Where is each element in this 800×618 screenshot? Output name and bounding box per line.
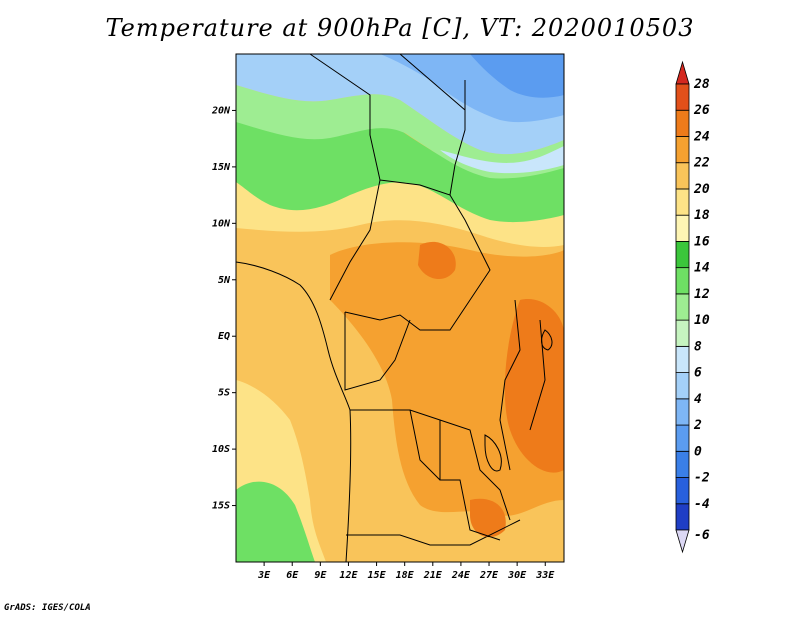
y-tick-label: 10S	[212, 444, 230, 455]
x-tick-label: 24E	[451, 570, 471, 581]
x-tick-label: 9E	[314, 570, 327, 581]
lakes	[484, 329, 553, 472]
colorbar-swatch	[675, 372, 690, 400]
colorbar-swatch	[675, 83, 690, 111]
field-southwest-green	[236, 481, 315, 562]
colorbar-label: 8	[694, 339, 702, 354]
x-tick-label: 3E	[257, 570, 271, 581]
field-sahara-darkblue	[470, 54, 564, 98]
colorbar-max-arrow	[675, 60, 690, 85]
colorbar-swatch	[675, 136, 690, 164]
colorbar-label: 4	[694, 392, 702, 407]
colorbar-label: 6	[694, 366, 702, 381]
x-tick-label: 30E	[507, 570, 527, 581]
colorbar-swatch	[675, 345, 690, 373]
colorbar-label: -2	[694, 471, 710, 486]
colorbar-label: -4	[694, 497, 710, 512]
chart-title: Temperature at 900hPa [C], VT: 202001050…	[105, 14, 695, 42]
colorbar-swatch	[675, 267, 690, 295]
y-tick-label: EQ	[218, 331, 230, 342]
colorbar-swatch	[675, 188, 690, 216]
colorbar-label: 16	[694, 234, 710, 249]
colorbar-label: 10	[694, 313, 710, 328]
colorbar-label: 12	[694, 287, 710, 302]
x-tick-label: 15E	[368, 570, 387, 581]
x-tick-label: 18E	[396, 570, 415, 581]
colorbar-label: 26	[693, 103, 710, 118]
colorbar-swatch	[675, 477, 690, 505]
map-frame	[235, 53, 565, 563]
y-tick-label: 20N	[211, 105, 231, 116]
colorbar-label: 14	[694, 261, 710, 276]
colorbar-swatch	[675, 293, 690, 321]
colorbar-label: 2	[693, 418, 702, 433]
colorbar-min-arrow	[675, 529, 690, 554]
colorbar-label: 20	[693, 182, 710, 197]
x-axis: 3E 6E 9E 12E 15E 18E 21E 24E 27E 30E 33E	[257, 562, 555, 581]
x-tick-label: 6E	[286, 570, 299, 581]
y-tick-label: 5N	[218, 275, 231, 286]
colorbar-swatch	[675, 109, 690, 137]
grads-credit: GrADS: IGES/COLA	[4, 603, 91, 613]
map-boundaries	[235, 53, 553, 563]
colorbar-label: 0	[694, 444, 702, 459]
x-tick-label: 27E	[479, 570, 499, 581]
colorbar-swatch	[675, 398, 690, 426]
colorbar-swatch	[675, 162, 690, 190]
colorbar-swatch	[675, 214, 690, 242]
colorbar-swatch	[675, 503, 690, 531]
y-tick-label: 10N	[212, 218, 231, 229]
coastline	[235, 261, 352, 563]
y-tick-label: 5S	[218, 388, 230, 399]
colorbar-swatch	[675, 319, 690, 347]
field-sahara-lightcyan	[440, 146, 564, 174]
y-axis: 20N 15N 10N 5N EQ 5S 10S 15S	[211, 105, 236, 512]
colorbar-swatch	[675, 450, 690, 478]
colorbar-label: 22	[693, 156, 710, 171]
x-tick-label: 33E	[535, 570, 555, 581]
field-sahel-lightgreen	[236, 85, 564, 179]
y-tick-label: 15N	[212, 162, 231, 173]
colorbar-swatch	[675, 424, 690, 452]
colorbar-label: 24	[693, 129, 710, 144]
x-tick-label: 12E	[339, 570, 358, 581]
x-tick-label: 21E	[423, 570, 443, 581]
field-hot-spots	[418, 241, 564, 538]
colorbar-label: 18	[694, 208, 710, 223]
colorbar-label: 28	[693, 77, 710, 92]
y-tick-label: 15S	[212, 501, 230, 512]
colorbar-swatch	[675, 241, 690, 269]
temperature-field	[236, 54, 564, 562]
border-lines	[309, 53, 546, 546]
colorbar-label: -6	[694, 528, 710, 543]
field-sahel-green	[236, 120, 564, 223]
